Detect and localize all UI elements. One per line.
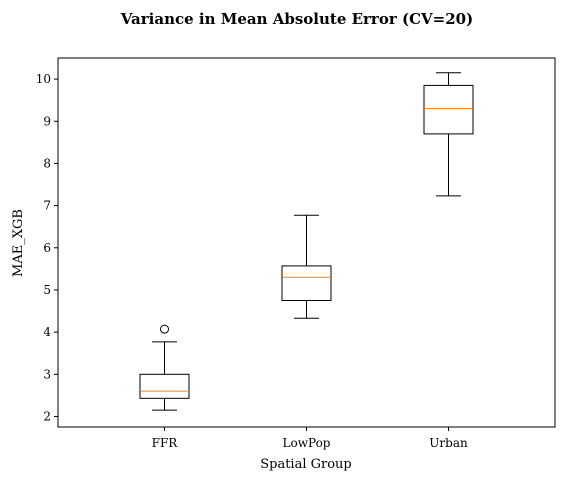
iqr-box bbox=[423, 84, 474, 135]
x-tick-label-LowPop: LowPop bbox=[283, 436, 331, 450]
outlier-point bbox=[160, 324, 169, 334]
x-tick-label-Urban: Urban bbox=[429, 436, 468, 450]
y-tick-label-5: 5 bbox=[43, 283, 51, 297]
x-tick-label-FFR: FFR bbox=[152, 436, 179, 450]
x-axis-label: Spatial Group bbox=[260, 457, 352, 472]
iqr-box bbox=[139, 373, 190, 399]
box-LowPop bbox=[281, 214, 332, 319]
box-Urban bbox=[423, 72, 474, 197]
y-tick-label-4: 4 bbox=[43, 325, 51, 339]
y-tick-label-9: 9 bbox=[43, 114, 51, 128]
y-tick-label-7: 7 bbox=[43, 199, 51, 213]
box-FFR bbox=[139, 324, 190, 411]
iqr-box bbox=[281, 265, 332, 301]
box-plots bbox=[139, 72, 474, 411]
y-tick-label-6: 6 bbox=[43, 241, 51, 255]
y-tick-label-3: 3 bbox=[43, 367, 51, 381]
y-axis: 2 3 4 5 6 7 8 9 10 bbox=[36, 72, 58, 423]
y-tick-label-8: 8 bbox=[43, 156, 51, 170]
y-tick-label-2: 2 bbox=[43, 409, 51, 423]
chart-title: Variance in Mean Absolute Error (CV=20) bbox=[120, 10, 473, 28]
x-axis: FFR LowPop Urban bbox=[152, 427, 468, 450]
y-axis-label: MAE_XGB bbox=[11, 209, 26, 277]
y-tick-label-10: 10 bbox=[36, 72, 51, 86]
